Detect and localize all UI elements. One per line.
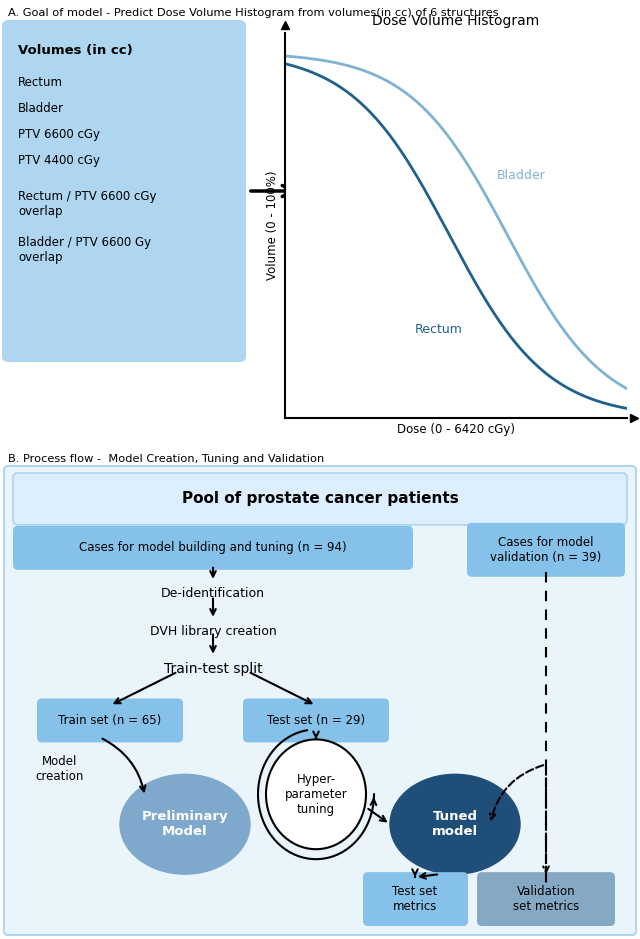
Text: Train set (n = 65): Train set (n = 65): [58, 714, 162, 727]
FancyBboxPatch shape: [477, 872, 615, 926]
Ellipse shape: [390, 775, 520, 874]
Text: Pool of prostate cancer patients: Pool of prostate cancer patients: [182, 491, 458, 506]
Text: Bladder: Bladder: [497, 169, 546, 182]
Text: PTV 6600 cGy: PTV 6600 cGy: [18, 128, 100, 141]
X-axis label: Dose (0 - 6420 cGy): Dose (0 - 6420 cGy): [397, 423, 515, 437]
Text: PTV 4400 cGy: PTV 4400 cGy: [18, 154, 100, 167]
Text: De-identification: De-identification: [161, 587, 265, 600]
Text: Model
creation: Model creation: [36, 755, 84, 783]
Text: Test set (n = 29): Test set (n = 29): [267, 714, 365, 727]
Text: Tuned
model: Tuned model: [432, 810, 478, 839]
Ellipse shape: [266, 739, 366, 849]
Text: Test set
metrics: Test set metrics: [392, 885, 438, 913]
Y-axis label: Volume (0 - 100%): Volume (0 - 100%): [266, 171, 279, 280]
Text: Validation
set metrics: Validation set metrics: [513, 885, 579, 913]
Text: Volumes (in cc): Volumes (in cc): [18, 44, 132, 57]
Text: Rectum / PTV 6600 cGy
overlap: Rectum / PTV 6600 cGy overlap: [18, 190, 157, 218]
Text: Hyper-
parameter
tuning: Hyper- parameter tuning: [285, 773, 348, 816]
FancyBboxPatch shape: [13, 526, 413, 570]
Text: A. Goal of model - Predict Dose Volume Histogram from volumes(in cc) of 6 struct: A. Goal of model - Predict Dose Volume H…: [8, 8, 499, 18]
Text: Cases for model building and tuning (n = 94): Cases for model building and tuning (n =…: [79, 541, 347, 554]
FancyBboxPatch shape: [37, 699, 183, 743]
FancyBboxPatch shape: [4, 466, 636, 935]
Text: Bladder / PTV 6600 Gy
overlap: Bladder / PTV 6600 Gy overlap: [18, 236, 151, 264]
FancyBboxPatch shape: [467, 523, 625, 577]
Text: Rectum: Rectum: [18, 76, 63, 89]
Text: Cases for model
validation (n = 39): Cases for model validation (n = 39): [490, 536, 602, 563]
Ellipse shape: [120, 775, 250, 874]
Text: Preliminary
Model: Preliminary Model: [141, 810, 228, 839]
Text: DVH library creation: DVH library creation: [150, 624, 276, 638]
FancyBboxPatch shape: [2, 20, 246, 362]
Text: B. Process flow -  Model Creation, Tuning and Validation: B. Process flow - Model Creation, Tuning…: [8, 454, 324, 464]
FancyBboxPatch shape: [13, 473, 627, 525]
FancyBboxPatch shape: [363, 872, 468, 926]
Text: Bladder: Bladder: [18, 102, 64, 115]
Title: Dose Volume Histogram: Dose Volume Histogram: [372, 13, 540, 27]
FancyBboxPatch shape: [243, 699, 389, 743]
Text: Rectum: Rectum: [415, 323, 463, 336]
Text: Train-test split: Train-test split: [164, 662, 262, 675]
